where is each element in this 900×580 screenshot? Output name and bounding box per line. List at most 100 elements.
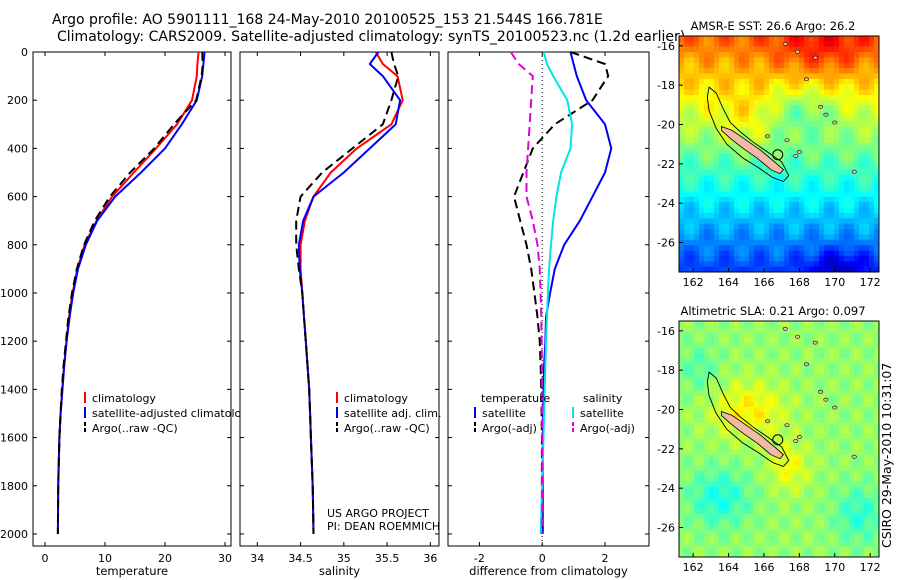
map-cell bbox=[834, 422, 840, 429]
map-cell bbox=[744, 412, 750, 418]
map-cell bbox=[694, 498, 700, 504]
map-cell bbox=[679, 261, 685, 268]
map-cell bbox=[784, 84, 790, 91]
map-cell bbox=[799, 84, 805, 91]
map-cell bbox=[864, 476, 870, 483]
map-cell bbox=[814, 439, 820, 445]
map-cell bbox=[764, 95, 770, 101]
map-cell bbox=[779, 95, 785, 101]
map-cell bbox=[734, 207, 740, 214]
map-cell bbox=[789, 385, 795, 392]
map-cell bbox=[874, 347, 880, 354]
map-cell bbox=[869, 154, 875, 160]
map-cell bbox=[779, 369, 785, 376]
map-cell bbox=[784, 148, 790, 155]
map-cell bbox=[724, 137, 730, 144]
map-cell bbox=[744, 347, 750, 354]
map-cell bbox=[814, 540, 820, 547]
map-cell bbox=[699, 266, 705, 273]
map-cell bbox=[684, 261, 690, 268]
map-cell bbox=[759, 191, 765, 198]
map-cell bbox=[864, 213, 870, 219]
map-cell bbox=[734, 175, 740, 182]
map-cell bbox=[734, 476, 740, 483]
map-cell bbox=[739, 46, 745, 53]
map-cell bbox=[864, 514, 870, 520]
map-cell bbox=[809, 78, 815, 85]
map-cell bbox=[784, 261, 790, 268]
map-cell bbox=[814, 154, 820, 160]
map-cell bbox=[859, 154, 865, 160]
map-cell bbox=[689, 551, 695, 558]
map-cell bbox=[864, 524, 870, 531]
map-cell bbox=[684, 385, 690, 392]
map-cell bbox=[779, 337, 785, 343]
y-tick-label: 200 bbox=[7, 94, 28, 107]
map-cell bbox=[734, 481, 740, 488]
map-cell bbox=[819, 503, 825, 510]
map-cell bbox=[824, 540, 830, 547]
map-cell bbox=[844, 503, 850, 510]
map-cell bbox=[814, 342, 820, 349]
map-cell bbox=[789, 449, 795, 456]
map-cell bbox=[774, 401, 780, 408]
map-cell bbox=[759, 266, 765, 273]
map-cell bbox=[749, 358, 755, 365]
map-cell bbox=[694, 89, 700, 96]
map-cell bbox=[749, 62, 755, 69]
map-cell bbox=[864, 116, 870, 123]
map-cell bbox=[679, 492, 685, 499]
map-cell bbox=[774, 207, 780, 214]
map-cell bbox=[754, 116, 760, 123]
map-cell bbox=[759, 481, 765, 488]
map-cell bbox=[779, 396, 785, 402]
map-cell bbox=[734, 89, 740, 96]
map-cell bbox=[694, 369, 700, 376]
map-cell bbox=[734, 68, 740, 74]
map-cell bbox=[699, 154, 705, 160]
map-cell bbox=[824, 380, 830, 386]
map-cell bbox=[724, 546, 730, 553]
map-cell bbox=[679, 535, 685, 542]
map-cell bbox=[794, 363, 800, 370]
map-cell bbox=[814, 385, 820, 392]
map-cell bbox=[694, 266, 700, 273]
map-cell bbox=[859, 229, 865, 235]
map-cell bbox=[739, 132, 745, 139]
map-cell bbox=[869, 385, 875, 392]
map-cell bbox=[724, 530, 730, 536]
map-cell bbox=[849, 84, 855, 91]
map-cell bbox=[814, 524, 820, 531]
map-cell bbox=[759, 449, 765, 456]
map-cell bbox=[684, 422, 690, 429]
map-cell bbox=[769, 127, 775, 133]
map-cell bbox=[754, 353, 760, 359]
map-cell bbox=[734, 412, 740, 418]
map-cell bbox=[724, 41, 730, 48]
map-cell bbox=[804, 170, 810, 176]
map-cell bbox=[694, 390, 700, 397]
map-cell bbox=[734, 337, 740, 343]
map-cell bbox=[749, 191, 755, 198]
map-cell bbox=[774, 363, 780, 370]
map-cell bbox=[754, 159, 760, 166]
map-cell bbox=[789, 84, 795, 91]
map-cell bbox=[759, 84, 765, 91]
map-cell bbox=[729, 524, 735, 531]
map-cell bbox=[869, 89, 875, 96]
map-cell bbox=[739, 196, 745, 203]
map-cell bbox=[839, 127, 845, 133]
map-cell bbox=[764, 347, 770, 354]
map-cell bbox=[844, 326, 850, 333]
map-cell bbox=[754, 52, 760, 58]
map-cell bbox=[684, 73, 690, 80]
map-cell bbox=[769, 46, 775, 53]
map-cell bbox=[854, 57, 860, 64]
map-cell bbox=[874, 449, 880, 456]
map-cell bbox=[804, 471, 810, 477]
map-cell bbox=[829, 239, 835, 246]
map-cell bbox=[739, 524, 745, 531]
map-cell bbox=[719, 175, 725, 182]
map-cell bbox=[709, 514, 715, 520]
map-cell bbox=[744, 385, 750, 392]
